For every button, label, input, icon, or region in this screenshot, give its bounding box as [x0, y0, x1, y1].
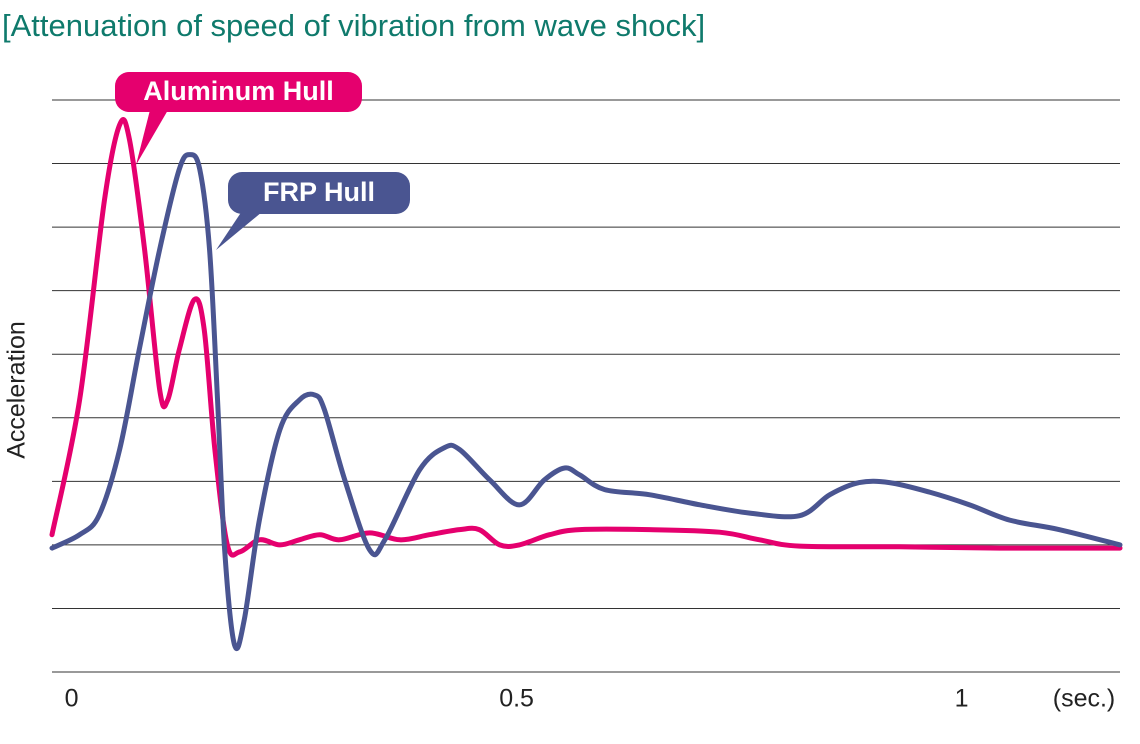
- legend-item: Aluminum Hull: [115, 72, 362, 165]
- y-axis-label: Acceleration: [3, 321, 31, 459]
- chart-title: [Attenuation of speed of vibration from …: [2, 8, 705, 43]
- legend-item: FRP Hull: [216, 172, 410, 250]
- x-tick-label: 1: [955, 685, 969, 713]
- line: [49, 152, 1123, 652]
- x-axis-label: (sec.): [1053, 685, 1116, 713]
- line: [49, 117, 1123, 558]
- legend-pointer: [136, 110, 168, 165]
- legend-box: [228, 172, 410, 214]
- legend-box: [115, 72, 362, 112]
- x-tick-label: 0.5: [499, 685, 534, 713]
- x-tick-label: 0: [65, 685, 79, 713]
- legend-pointer: [216, 208, 262, 250]
- legend-label: FRP Hull: [263, 177, 375, 207]
- legend-label: Aluminum Hull: [143, 76, 334, 106]
